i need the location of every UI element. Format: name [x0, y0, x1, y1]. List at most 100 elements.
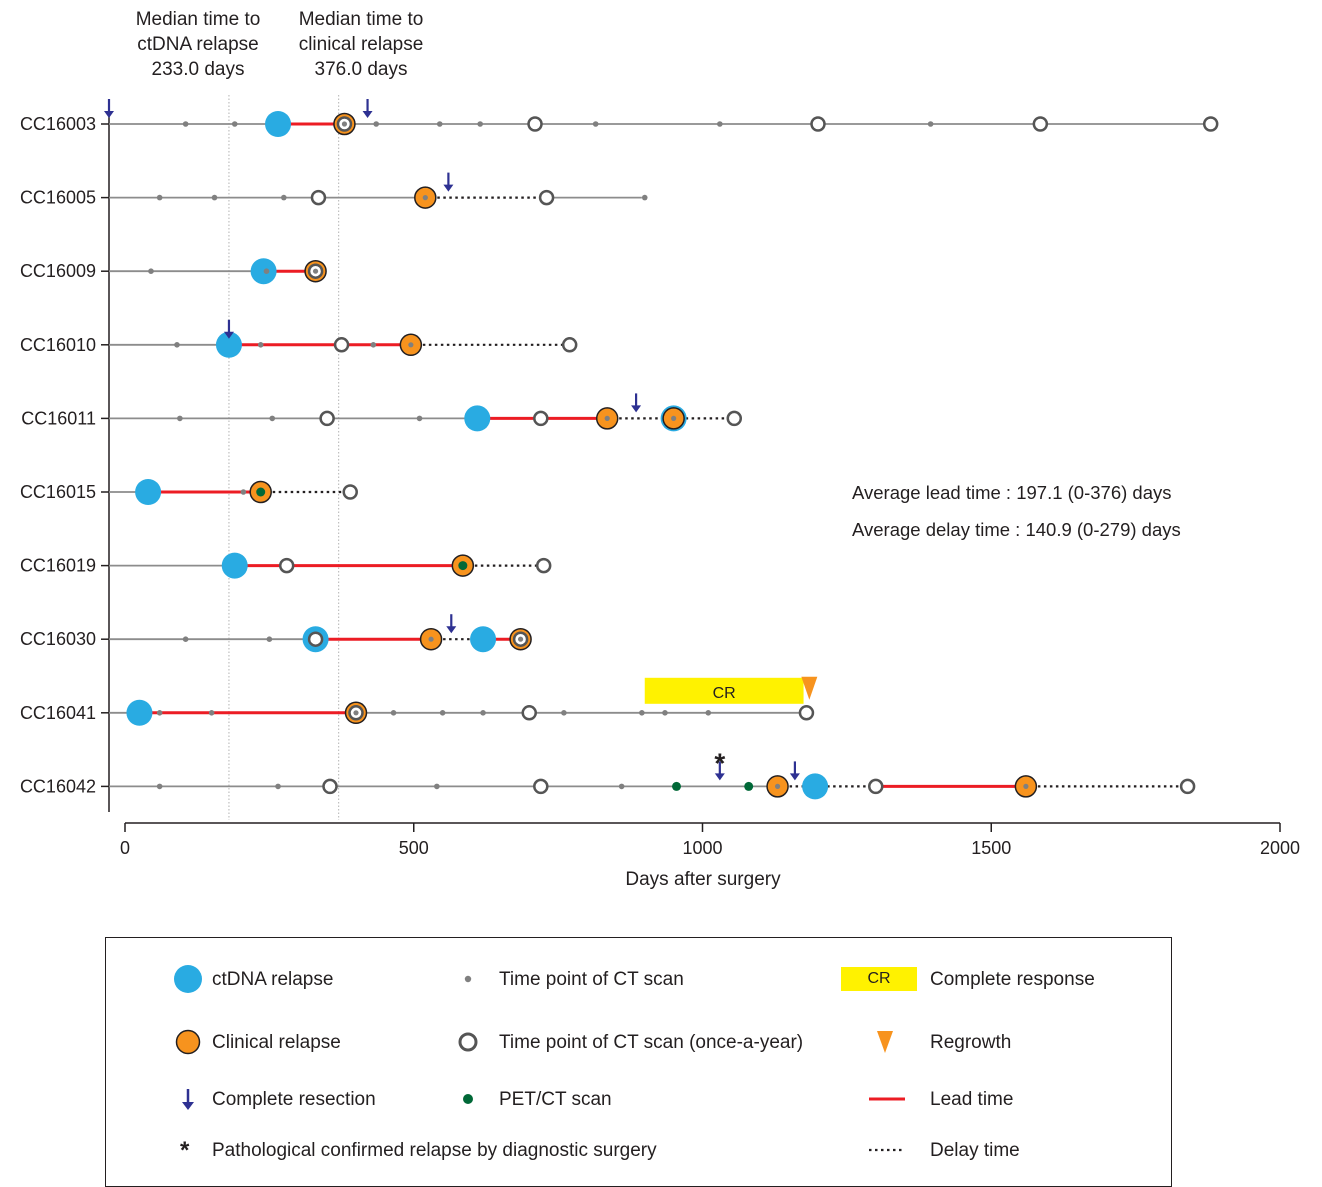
cr-label: CR	[713, 685, 736, 702]
ct-annual	[798, 705, 815, 721]
ct-scan	[341, 121, 348, 127]
patient-row: CC16019	[20, 552, 552, 579]
legend: ctDNA relapse Time point of CT scan CR C…	[105, 937, 1172, 1187]
patient-label: CC16005	[20, 188, 96, 208]
legend-label: Complete response	[930, 969, 1095, 990]
ct-scan	[416, 415, 423, 422]
resection-arrowhead	[446, 626, 457, 634]
legend-label: Time point of CT scan (once-a-year)	[499, 1032, 804, 1053]
x-axis-title: Days after surgery	[625, 869, 781, 890]
ct-annual	[322, 778, 338, 795]
legend-label: Time point of CT scan	[499, 969, 684, 990]
median-label: 233.0 days	[152, 59, 245, 80]
legend-label: Clinical relapse	[212, 1032, 341, 1053]
ct-scan	[240, 489, 247, 495]
legend-label: ctDNA relapse	[212, 969, 334, 990]
resection-arrowhead	[714, 773, 725, 781]
x-tick-label: 1000	[682, 838, 722, 858]
pet-ct-scan	[458, 561, 468, 571]
asterisk-marker: *	[714, 747, 725, 778]
ct-scan	[436, 121, 443, 127]
ctdna-relapse	[215, 331, 242, 358]
median-label: ctDNA relapse	[137, 34, 258, 55]
ct-annual	[319, 410, 335, 427]
ct-scan	[592, 121, 599, 127]
annotations: Average lead time : 197.1 (0-376) days Av…	[852, 482, 1181, 540]
ctdna-relapse	[250, 258, 277, 285]
pet-ct-scan	[672, 781, 682, 791]
clinical-relapse-icon	[175, 1029, 201, 1055]
patient-label: CC16041	[20, 703, 96, 723]
ct-scan	[408, 342, 414, 348]
median-label: Median time to	[299, 9, 424, 30]
patient-label: CC16003	[20, 114, 96, 134]
patient-row: CC16005	[20, 172, 648, 209]
ct-scan	[927, 121, 934, 127]
annotation-text: Average delay time : 140.9 (0-279) days	[852, 519, 1181, 540]
ct-annual	[561, 337, 578, 353]
ctdna-relapse	[126, 699, 153, 726]
pet-ct-scan	[256, 487, 266, 497]
patient-rows: CC16003 CC16005 CC16009 CC16010 CC16011 CC160…	[20, 99, 1219, 800]
median-label: 376.0 days	[315, 59, 408, 80]
x-tick-label: 2000	[1260, 838, 1300, 858]
regrowth-marker	[801, 676, 818, 700]
ct-annual	[527, 116, 543, 132]
ct-scan-dot-icon	[464, 975, 472, 983]
ct-scan	[275, 783, 281, 790]
median-lines: Median time to ctDNA relapse 233.0 days Med…	[136, 9, 424, 820]
ct-scan	[177, 415, 183, 422]
pet-ct-dot-icon	[463, 1094, 473, 1104]
patient-row: CC16015	[20, 479, 358, 505]
ct-scan	[422, 195, 428, 201]
ctdna-relapse	[221, 552, 248, 579]
ct-scan	[434, 783, 440, 790]
patient-row: CC16010	[20, 319, 578, 358]
ct-annual	[535, 557, 552, 574]
ct-annual	[1179, 778, 1196, 795]
ct-annual	[533, 778, 549, 795]
delay-time-line-icon	[869, 1148, 905, 1152]
ct-scan	[373, 121, 380, 127]
annotation-text: Average lead time : 197.1 (0-376) days	[852, 482, 1172, 503]
ct-annual	[533, 410, 549, 427]
ct-scan	[231, 121, 238, 127]
legend-label: Regrowth	[930, 1032, 1012, 1053]
regrowth-triangle-icon	[877, 1031, 893, 1053]
legend-label: Pathological confirmed relapse by diagno…	[212, 1140, 657, 1161]
ctdna-relapse-icon	[174, 965, 202, 993]
patient-row: CC16041 CR	[20, 676, 818, 726]
ct-annual	[1202, 116, 1219, 132]
ct-scan	[353, 710, 359, 716]
patient-row: CC16030	[20, 614, 532, 653]
ct-annual	[307, 631, 324, 647]
patient-label: CC16010	[20, 335, 96, 355]
legend-label: Complete resection	[212, 1089, 376, 1110]
pet-ct-scan	[744, 781, 754, 791]
ct-scan	[662, 710, 668, 716]
ct-scan	[182, 121, 189, 127]
ct-annual-ring-icon	[458, 1032, 478, 1052]
swimmer-chart: Median time to ctDNA relapse 233.0 days Med…	[20, 9, 1300, 890]
patient-label: CC16042	[20, 776, 96, 796]
ct-scan	[370, 342, 377, 348]
ctdna-relapse	[464, 405, 491, 432]
ct-annual	[333, 337, 350, 353]
ct-scan	[774, 783, 781, 790]
resection-arrowhead	[362, 111, 373, 118]
legend-label: Lead time	[930, 1089, 1014, 1110]
ct-annual	[810, 116, 826, 132]
resection-arrowhead	[104, 111, 114, 118]
ct-scan	[618, 783, 625, 790]
ct-scan	[517, 636, 524, 642]
patient-row: CC16003	[20, 99, 1219, 137]
patient-row: CC16009	[20, 258, 327, 285]
ct-scan	[257, 342, 264, 348]
ct-scan	[604, 415, 610, 421]
resection-arrowhead	[443, 184, 454, 192]
ct-scan	[148, 268, 154, 275]
ct-scan	[211, 194, 218, 201]
ct-scan	[705, 710, 712, 716]
ct-scan	[281, 194, 287, 201]
ct-scan	[390, 710, 397, 716]
